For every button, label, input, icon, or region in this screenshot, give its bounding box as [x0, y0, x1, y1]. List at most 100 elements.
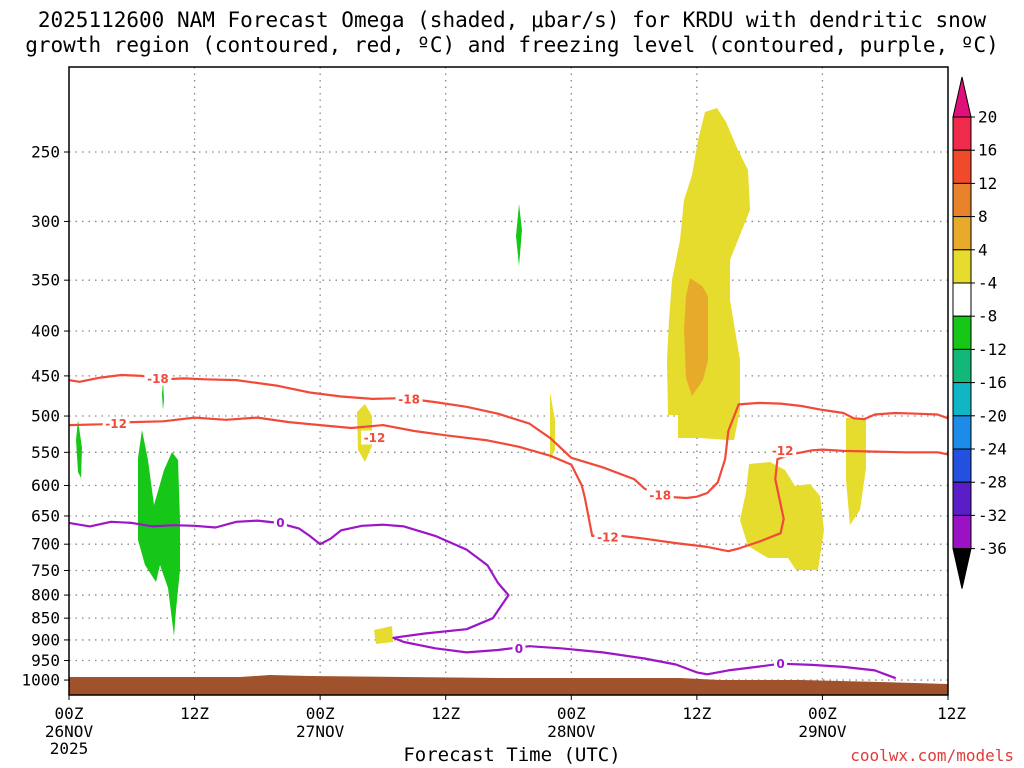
- x-date-label: 29NOV: [798, 722, 847, 741]
- colorbar-swatch: [952, 216, 972, 251]
- grid-lines: [69, 67, 948, 695]
- contour-label: 0: [515, 642, 523, 656]
- title-line-1: 2025112600 NAM Forecast Omega (shaded, μ…: [37, 8, 987, 32]
- x-date-label: 27NOV: [296, 722, 345, 741]
- contour-labels: -18 -18 -18 -12 -12 -12 -12 0 0 0: [102, 371, 797, 671]
- contour-label-bg: [769, 443, 797, 458]
- contour-2-line: [69, 519, 897, 680]
- colorbar-swatch: [952, 348, 972, 384]
- y-tick-label: 900: [31, 630, 60, 649]
- x-tick-label: 12Z: [682, 704, 711, 723]
- colorbar-label: -32: [978, 506, 1007, 525]
- colorbar-label: 4: [978, 240, 988, 259]
- plot-frame: [68, 66, 949, 696]
- y-tick-label: 500: [31, 407, 60, 426]
- x-tick-label: 12Z: [180, 704, 209, 723]
- y-tick-label: 850: [31, 609, 60, 628]
- colorbar-swatch: [952, 282, 972, 317]
- colorbar-label: 20: [978, 108, 997, 127]
- colorbar-label: 12: [978, 174, 997, 193]
- omega-orange-core: [684, 278, 708, 396]
- contour-label: 0: [276, 516, 284, 530]
- y-tick-label: 350: [31, 271, 60, 290]
- colorbar: 20 16 12 8 4 -4 -8 -12 -16 -20 -24 -28 -32 -36: [952, 76, 1007, 589]
- contour-label: 0: [776, 657, 784, 671]
- y-tick-label: 300: [31, 212, 60, 231]
- colorbar-label: -8: [978, 307, 997, 326]
- x-year-label: 2025: [50, 739, 89, 758]
- contour-label-bg: [594, 530, 622, 545]
- colorbar-swatch: [952, 415, 972, 450]
- contour-label-bg: [395, 391, 423, 406]
- colorbar-label: -16: [978, 373, 1007, 392]
- omega-yellow-right-strip: [846, 418, 866, 525]
- omega-green-left-sliver: [76, 420, 82, 478]
- omega-green-small-top: [516, 204, 522, 266]
- omega-green-large: [138, 430, 180, 636]
- x-tick-label: 12Z: [937, 704, 966, 723]
- y-tick-label: 1000: [21, 671, 60, 690]
- omega-yellow-small-2: [550, 392, 555, 460]
- contour-label: -18: [398, 392, 420, 406]
- omega-shading: [76, 108, 866, 644]
- contour-label: -12: [105, 417, 127, 431]
- colorbar-label: -28: [978, 473, 1007, 492]
- colorbar-swatch: [952, 149, 972, 184]
- omega-green-small-mid: [162, 380, 164, 410]
- y-tick-label: 600: [31, 476, 60, 495]
- x-tick-label: 12Z: [431, 704, 460, 723]
- colorbar-label: -12: [978, 340, 1007, 359]
- contour-label-bg: [144, 371, 172, 386]
- contour-label: -12: [597, 531, 619, 545]
- omega-yellow-upper-core: [667, 108, 750, 440]
- x-tick-label: 00Z: [808, 704, 837, 723]
- contour-0-line: [69, 373, 948, 500]
- title-line-2: growth region (contoured, red, ºC) and f…: [25, 33, 999, 57]
- colorbar-label: 8: [978, 207, 988, 226]
- colorbar-label: -36: [978, 539, 1007, 558]
- y-tick-label: 950: [31, 651, 60, 670]
- colorbar-label: 16: [978, 141, 997, 160]
- y-axis: 250 300 350 400 450 500 550 600 650 700 750 800 850 9…: [21, 142, 69, 690]
- credit-link[interactable]: coolwx.com/models: [850, 746, 1014, 765]
- y-tick-label: 700: [31, 535, 60, 554]
- x-date-label: 26NOV: [45, 722, 94, 741]
- contour-label-bg: [774, 656, 788, 671]
- contour-label-bg: [361, 430, 389, 445]
- terrain-ground: [69, 675, 948, 695]
- colorbar-swatch: [952, 315, 972, 350]
- colorbar-bottom-arrow: [952, 548, 972, 589]
- contour-label: -18: [649, 488, 671, 502]
- colorbar-label: -24: [978, 440, 1007, 459]
- contour-label: -12: [364, 431, 386, 445]
- x-axis-title: Forecast Time (UTC): [403, 744, 621, 766]
- colorbar-label: -20: [978, 406, 1007, 425]
- contour-label-bg: [512, 641, 526, 656]
- contour-label: -12: [772, 444, 794, 458]
- y-tick-label: 400: [31, 322, 60, 341]
- colorbar-swatch: [952, 448, 972, 483]
- colorbar-label: -4: [978, 274, 997, 293]
- y-tick-label: 750: [31, 561, 60, 580]
- y-tick-label: 800: [31, 586, 60, 605]
- contour-label-bg: [273, 515, 287, 530]
- contour-1-line: [69, 416, 948, 553]
- y-tick-label: 550: [31, 443, 60, 462]
- contour-label: -18: [147, 372, 169, 386]
- colorbar-swatch: [952, 182, 972, 218]
- y-tick-label: 450: [31, 366, 60, 385]
- colorbar-swatch: [952, 116, 972, 151]
- colorbar-swatch: [952, 481, 972, 516]
- contour-label-bg: [102, 416, 130, 431]
- x-date-label: 28NOV: [547, 722, 596, 741]
- chart-title: 2025112600 NAM Forecast Omega (shaded, μ…: [0, 8, 1024, 58]
- colorbar-swatch: [952, 514, 972, 550]
- omega-yellow-small-3: [374, 626, 393, 644]
- x-tick-label: 00Z: [306, 704, 335, 723]
- y-tick-label: 650: [31, 506, 60, 525]
- x-tick-label: 00Z: [55, 704, 84, 723]
- x-tick-label: 00Z: [557, 704, 586, 723]
- colorbar-top-arrow: [952, 76, 972, 118]
